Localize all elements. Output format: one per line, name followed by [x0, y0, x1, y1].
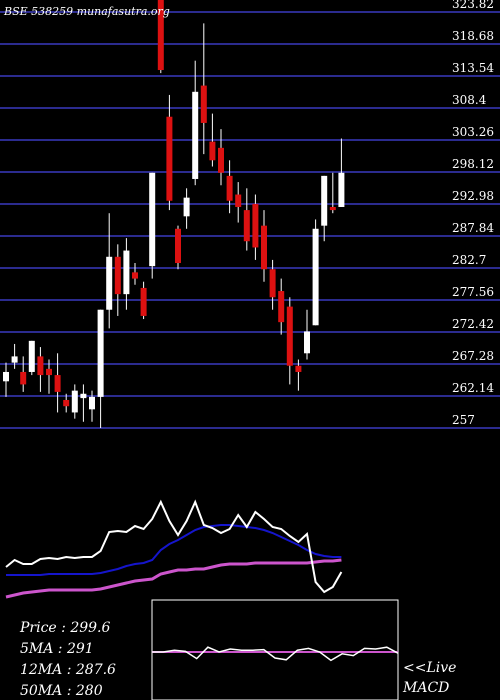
price-tick-label: 318.68	[452, 29, 494, 43]
candle-down	[252, 203, 259, 248]
candle-down	[226, 175, 233, 201]
macd-label: MACD	[402, 680, 449, 696]
candle-down	[235, 194, 242, 207]
candle-down	[329, 206, 336, 211]
candle-down	[46, 368, 52, 376]
ma-fast-line	[5, 499, 343, 594]
candle-up	[338, 172, 345, 207]
candle-up	[28, 340, 35, 372]
ma-slow-line	[5, 558, 342, 599]
candle-down	[114, 256, 121, 295]
candle-down	[157, 0, 164, 71]
candle-down	[286, 306, 293, 366]
price-tick-label: 282.7	[452, 253, 486, 267]
price-tick-label: 257	[452, 413, 475, 427]
candle-up	[3, 371, 9, 382]
candle-down	[140, 287, 147, 316]
candlestick-series	[3, 0, 345, 428]
candle-down	[37, 356, 44, 376]
candle-down	[261, 225, 267, 270]
ma50-stat: 50MA : 280	[20, 683, 103, 699]
candle-up	[321, 175, 328, 226]
price-tick-label: 313.54	[452, 61, 494, 75]
candle-down	[209, 141, 216, 161]
price-tick-label: 277.56	[452, 285, 494, 299]
ma5-stat: 5MA : 291	[20, 641, 94, 657]
macd-line	[152, 646, 399, 662]
candle-down	[175, 228, 181, 264]
candle-down	[278, 291, 285, 323]
price-tick-label: 303.26	[452, 125, 494, 139]
price-axis-labels: 323.82 318.68 313.54 308.4 303.26 298.12 292.9…	[452, 0, 494, 427]
candle-up	[192, 91, 199, 179]
candle-down	[54, 375, 61, 392]
price-tick-label: 323.82	[452, 0, 494, 11]
candle-up	[312, 228, 319, 326]
candle-down	[200, 85, 207, 123]
candle-down	[243, 210, 250, 242]
candle-up	[149, 172, 156, 267]
candle-up	[71, 390, 78, 413]
candle-down	[218, 147, 224, 173]
ma12-stat: 12MA : 287.6	[20, 662, 116, 678]
macd-box	[151, 599, 399, 700]
price-tick-label: 272.42	[452, 317, 494, 331]
price-tick-label: 308.4	[452, 93, 487, 107]
candle-up	[97, 309, 104, 397]
candle-down	[132, 272, 138, 279]
price-stat: Price : 299.6	[19, 620, 111, 636]
candle-up	[106, 256, 113, 310]
macd-panel	[151, 599, 399, 700]
ma-mid-line	[6, 524, 342, 576]
candle-up	[80, 393, 87, 399]
watermark-text: BSE 538259 munafasutra.org	[3, 5, 170, 18]
moving-average-panel	[5, 499, 343, 599]
candle-down	[295, 365, 302, 372]
price-tick-label: 298.12	[452, 157, 494, 171]
candle-up	[11, 356, 18, 363]
price-tick-label: 287.84	[452, 221, 494, 235]
price-tick-label: 262.14	[452, 381, 494, 395]
candle-down	[269, 269, 276, 298]
candle-up	[89, 396, 95, 410]
candle-down	[20, 371, 27, 385]
price-tick-label: 292.98	[452, 189, 494, 203]
live-label[interactable]: <<Live	[403, 660, 456, 676]
candle-up	[123, 250, 130, 295]
candle-down	[166, 116, 173, 201]
candle-up	[304, 331, 310, 354]
price-gridlines	[0, 11, 500, 429]
price-tick-label: 267.28	[452, 349, 494, 363]
candle-down	[63, 399, 70, 407]
candle-up	[183, 197, 190, 217]
